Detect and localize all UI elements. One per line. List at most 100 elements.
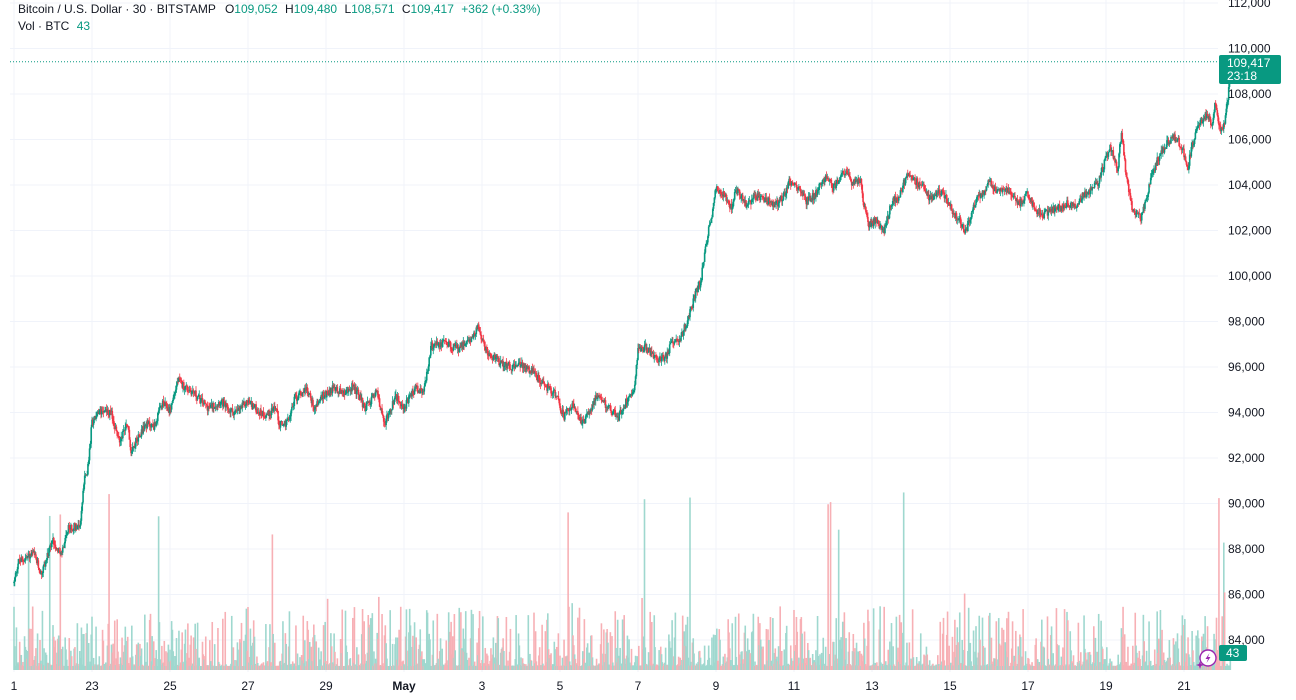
candle-body — [1118, 153, 1120, 168]
volume-bar — [652, 663, 655, 670]
volume-bar — [1010, 648, 1013, 670]
candle-body — [1098, 175, 1101, 184]
candle-body — [196, 396, 198, 400]
candle-body — [560, 412, 563, 415]
volume-bar — [797, 665, 799, 670]
symbol-title[interactable]: Bitcoin / U.S. Dollar · 30 · BITSTAMP — [18, 2, 216, 16]
volume-bar — [882, 665, 885, 670]
candle-body — [275, 408, 278, 410]
volume-bar — [268, 647, 270, 670]
volume-bar — [915, 665, 917, 670]
volume-bar — [555, 649, 557, 670]
time-axis[interactable]: 1 23 25 27 29 May 3 5 7 9 11 13 15 17 19 21 — [11, 679, 1191, 693]
volume-bar — [1088, 662, 1090, 670]
volume-bar — [384, 625, 387, 670]
symbol-legend[interactable]: Bitcoin / U.S. Dollar · 30 · BITSTAMP O1… — [18, 1, 541, 17]
volume-bar — [391, 643, 394, 670]
candle-body — [650, 351, 652, 356]
candle-body — [1162, 147, 1164, 153]
volume-bar — [677, 664, 679, 670]
candle-body — [313, 409, 316, 411]
volume-bar — [450, 621, 452, 670]
candle-body — [669, 342, 672, 345]
volume-bar — [313, 624, 315, 670]
volume-bar — [619, 647, 621, 670]
y-tick-label: 100,000 — [1228, 269, 1272, 283]
volume-bar — [370, 624, 373, 670]
volume-bar — [621, 619, 624, 670]
volume-bar — [126, 636, 129, 670]
candle-body — [830, 179, 833, 184]
volume-bar — [664, 662, 666, 670]
volume-bar — [647, 652, 650, 670]
volume-bar — [138, 665, 140, 670]
volume-bar — [128, 665, 131, 670]
volume-bar — [500, 648, 503, 670]
candle-body — [1104, 157, 1106, 160]
volume-bar — [631, 665, 634, 670]
candle-body — [1136, 212, 1138, 214]
candle-body — [334, 387, 336, 391]
candle-body — [839, 177, 842, 181]
candle-body — [846, 170, 848, 173]
volume-bar — [709, 665, 712, 670]
price-axis[interactable]: 112,000110,000108,000106,000104,000102,0… — [1228, 0, 1272, 647]
volume-bar — [854, 648, 856, 670]
candle-body — [374, 390, 377, 397]
volume-bar — [927, 665, 929, 670]
volume-bar — [1100, 620, 1102, 670]
candle-body — [78, 524, 80, 527]
volume-bar — [1156, 611, 1158, 670]
volume-bar — [42, 664, 45, 670]
candle-body — [81, 502, 84, 511]
candle-body — [1039, 209, 1041, 215]
volume-bar — [97, 664, 100, 670]
candle-body — [453, 343, 456, 346]
candle-body — [322, 392, 325, 399]
candle-body — [260, 409, 262, 415]
volume-bar — [425, 663, 427, 670]
y-tick-label: 94,000 — [1228, 406, 1265, 420]
candle-body — [256, 412, 258, 414]
volume-bar — [1125, 661, 1128, 670]
candle-body — [1061, 205, 1063, 208]
volume-bar — [141, 664, 144, 670]
candle-body — [41, 572, 44, 575]
volume-bar — [293, 663, 296, 670]
candle-body — [898, 196, 900, 201]
volume-bar — [841, 648, 843, 670]
candle-body — [829, 179, 832, 181]
candle-body — [716, 186, 719, 192]
volume-bar — [96, 665, 99, 670]
volume-bar — [61, 646, 64, 670]
volume-bar — [769, 617, 772, 670]
volume-legend[interactable]: Vol · BTC 43 — [18, 18, 90, 34]
candle-body — [314, 406, 317, 410]
volume-bar — [922, 663, 924, 670]
volume-bar — [378, 665, 381, 670]
candle-body — [158, 407, 161, 411]
volume-bar — [501, 647, 504, 670]
candle-body — [1019, 201, 1021, 206]
x-tick-label: 29 — [319, 679, 333, 693]
volume-bar — [971, 665, 974, 670]
candle-body — [438, 343, 440, 345]
candle-body — [747, 201, 750, 205]
volume-bar — [1168, 640, 1171, 670]
volume-bar — [1018, 654, 1020, 670]
volume-bar — [925, 646, 928, 670]
candle-body — [837, 181, 840, 184]
candle-body — [982, 190, 985, 195]
volume-bar — [208, 665, 210, 670]
candle-body — [579, 417, 582, 420]
candle-body — [573, 407, 576, 409]
candle-body — [784, 192, 786, 196]
candle-body — [77, 524, 79, 526]
volume-bar — [798, 657, 800, 670]
candle-body — [1084, 191, 1086, 197]
candle-body — [248, 400, 251, 404]
sparkle-lightning-icon[interactable] — [1196, 649, 1217, 669]
candle-body — [354, 386, 357, 391]
